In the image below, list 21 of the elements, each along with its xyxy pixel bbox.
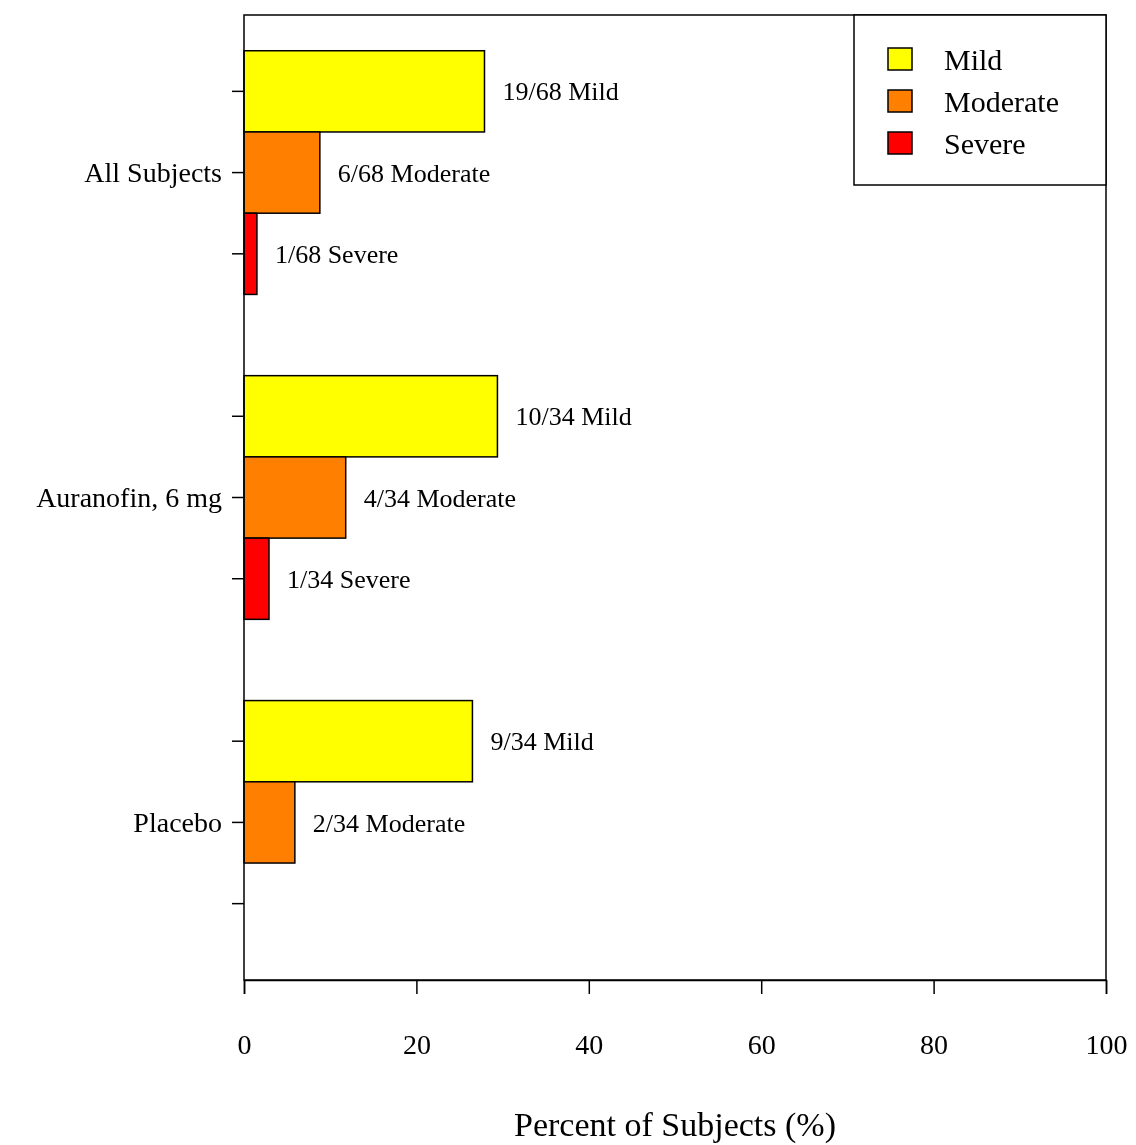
x-tick-label: 0 bbox=[237, 1028, 252, 1060]
data-label: 4/34 Moderate bbox=[363, 483, 517, 513]
x-tick-label: 20 bbox=[402, 1028, 431, 1060]
x-tick-label: 60 bbox=[747, 1028, 776, 1060]
data-label: 19/68 Mild bbox=[502, 77, 619, 107]
y-tick-label: All Subjects bbox=[84, 157, 222, 189]
legend-label: Severe bbox=[944, 126, 1026, 160]
data-label: 1/68 Severe bbox=[274, 239, 399, 269]
x-axis-title: Percent of Subjects (%) bbox=[514, 1106, 836, 1144]
legend-label: Mild bbox=[944, 42, 1003, 76]
legend-label: Moderate bbox=[944, 84, 1059, 118]
data-label: 9/34 Mild bbox=[490, 727, 594, 757]
data-label: 2/34 Moderate bbox=[312, 808, 466, 838]
x-tick-label: 80 bbox=[920, 1028, 949, 1060]
y-tick-label: Auranofin, 6 mg bbox=[36, 482, 222, 514]
y-tick-label: Placebo bbox=[133, 807, 222, 839]
data-label: 1/34 Severe bbox=[287, 564, 411, 594]
data-label: 6/68 Moderate bbox=[337, 158, 491, 188]
data-label: 10/34 Mild bbox=[515, 402, 632, 432]
x-tick-label: 100 bbox=[1085, 1028, 1128, 1060]
x-tick-label: 40 bbox=[575, 1028, 604, 1060]
